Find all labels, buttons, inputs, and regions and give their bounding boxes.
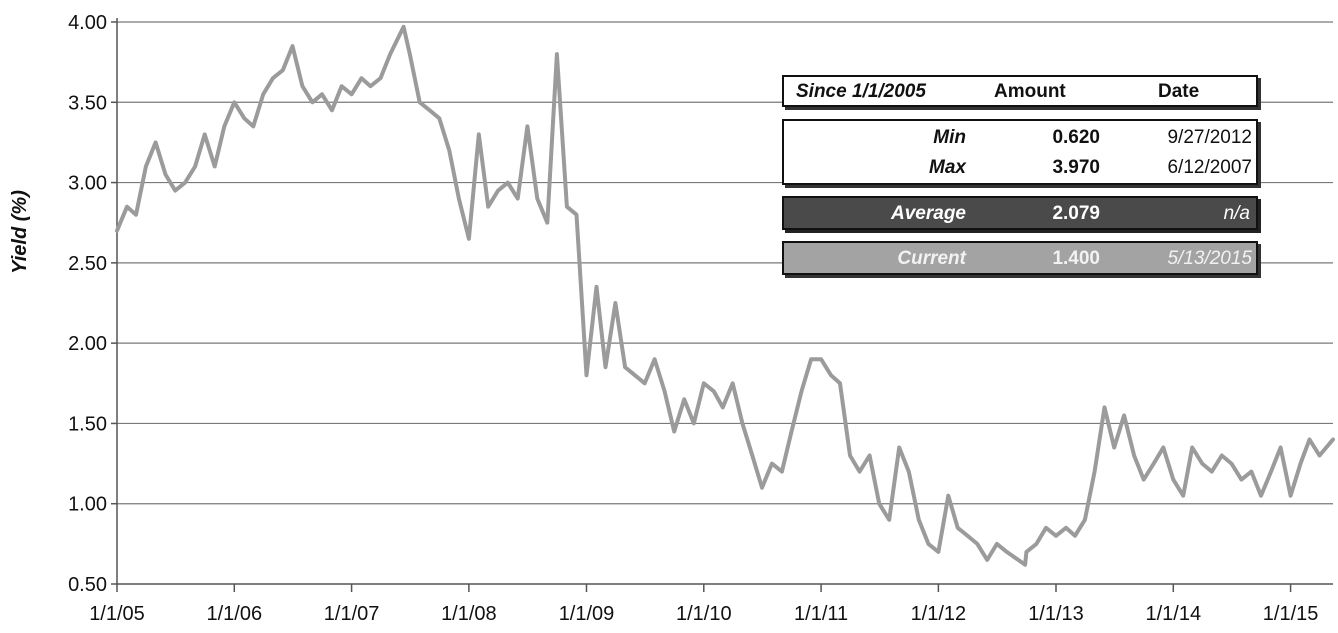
x-tick-label: 1/1/08 bbox=[441, 603, 497, 625]
min-amount: 0.620 bbox=[1052, 127, 1100, 148]
summary-table-header: Since 1/1/2005 Amount Date bbox=[782, 75, 1258, 107]
header-date-label: Date bbox=[1158, 81, 1200, 102]
x-tick-label: 1/1/12 bbox=[911, 603, 967, 625]
x-tick-label: 1/1/14 bbox=[1145, 603, 1201, 625]
y-tick-label: 0.50 bbox=[68, 574, 107, 596]
min-date: 9/27/2012 bbox=[1167, 127, 1252, 148]
min-label: Min bbox=[933, 127, 966, 148]
summary-average-box: Average 2.079 n/a bbox=[782, 196, 1258, 230]
y-tick-label: 1.00 bbox=[68, 494, 107, 516]
y-tick-label: 3.50 bbox=[68, 92, 107, 114]
max-date: 6/12/2007 bbox=[1167, 157, 1252, 178]
summary-min-max-box: Min 0.620 9/27/2012 Max 3.970 6/12/2007 bbox=[782, 119, 1258, 185]
average-date: n/a bbox=[1223, 203, 1250, 224]
y-tick-label: 2.50 bbox=[68, 253, 107, 275]
y-tick-label: 3.00 bbox=[68, 173, 107, 195]
current-label: Current bbox=[897, 248, 966, 269]
x-tick-labels: 1/1/05 1/1/06 1/1/07 1/1/08 1/1/09 1/1/10 1/1/… bbox=[89, 584, 1318, 625]
yield-series-line bbox=[115, 24, 1335, 567]
current-date: 5/13/2015 bbox=[1167, 248, 1252, 269]
y-tick-label: 1.50 bbox=[68, 413, 107, 435]
max-amount: 3.970 bbox=[1052, 157, 1100, 178]
summary-current-box: Current 1.400 5/13/2015 bbox=[782, 241, 1258, 275]
y-tick-label: 2.00 bbox=[68, 333, 107, 355]
x-tick-label: 1/1/06 bbox=[206, 603, 262, 625]
header-amount-label: Amount bbox=[994, 81, 1066, 102]
y-axis-label: Yield (%) bbox=[9, 190, 31, 274]
max-label: Max bbox=[929, 157, 966, 178]
x-tick-label: 1/1/10 bbox=[676, 603, 732, 625]
header-since-label: Since 1/1/2005 bbox=[796, 81, 926, 102]
series-layer bbox=[115, 24, 1335, 567]
x-tick-label: 1/1/09 bbox=[559, 603, 615, 625]
x-tick-label: 1/1/05 bbox=[89, 603, 145, 625]
axes bbox=[116, 18, 1333, 585]
x-tick-label: 1/1/15 bbox=[1263, 603, 1319, 625]
y-tick-labels: 0.50 1.00 1.50 2.00 2.50 3.00 3.50 4.00 bbox=[68, 12, 107, 596]
x-tick-label: 1/1/13 bbox=[1028, 603, 1084, 625]
current-amount: 1.400 bbox=[1052, 248, 1100, 269]
x-tick-label: 1/1/07 bbox=[324, 603, 380, 625]
x-tick-label: 1/1/11 bbox=[794, 603, 848, 625]
average-label: Average bbox=[891, 203, 966, 224]
y-tick-label: 4.00 bbox=[68, 12, 107, 34]
average-amount: 2.079 bbox=[1052, 203, 1100, 224]
